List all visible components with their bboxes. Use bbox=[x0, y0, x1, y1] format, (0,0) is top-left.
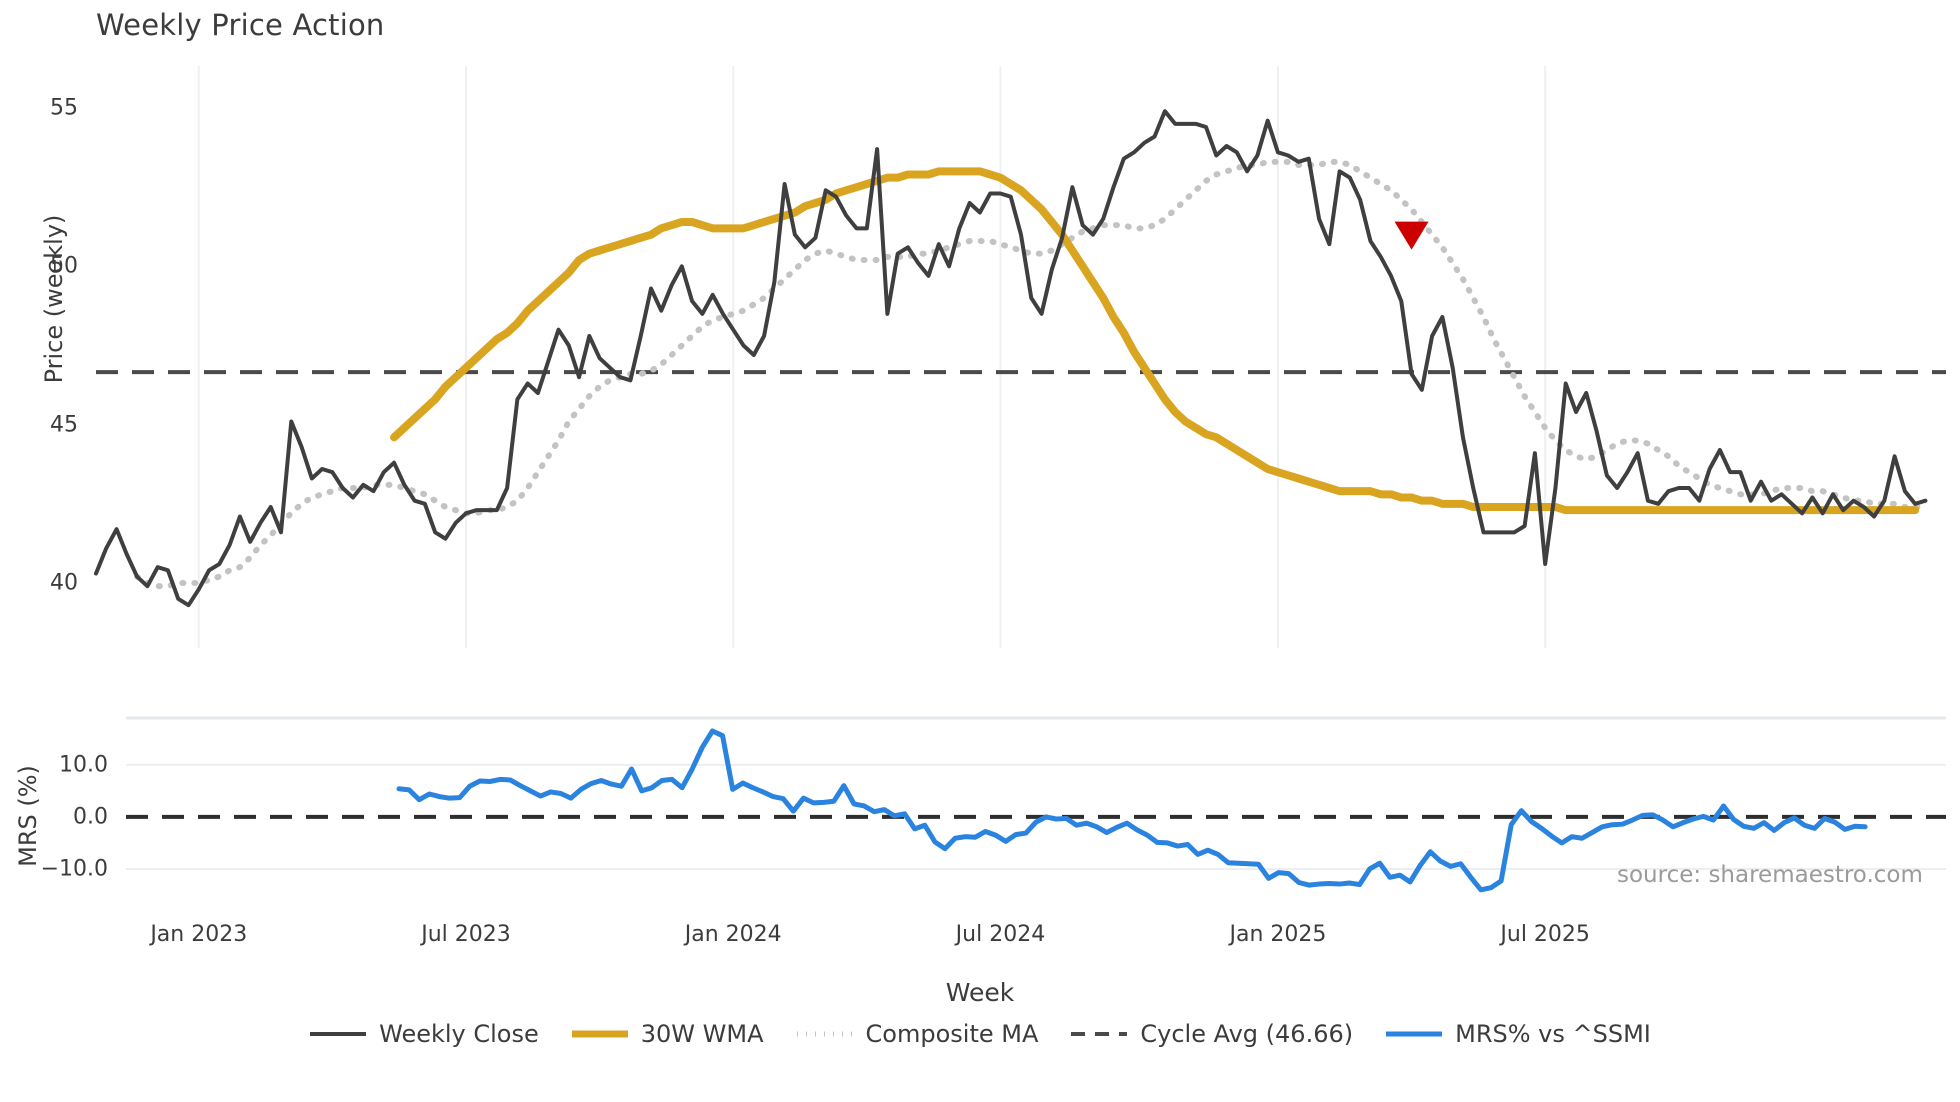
mrs-y-tick-1: 0.0 bbox=[73, 804, 108, 830]
series-mrs-pct bbox=[396, 728, 1868, 893]
legend-swatch-3 bbox=[1071, 1032, 1128, 1036]
legend-item-weekly-close[interactable]: Weekly Close bbox=[309, 1020, 539, 1048]
x-tick-3: Jul 2024 bbox=[955, 922, 1046, 947]
price-y-tick-2: 45 bbox=[50, 412, 78, 438]
series-weekly-close bbox=[94, 109, 1928, 608]
legend-swatch-4 bbox=[1386, 1031, 1443, 1037]
legend-item-composite-ma[interactable]: Composite MA bbox=[796, 1020, 1039, 1048]
x-axis-label: Week bbox=[945, 978, 1015, 1007]
legend-item-30w-wma[interactable]: 30W WMA bbox=[571, 1020, 764, 1048]
x-tick-5: Jul 2025 bbox=[1500, 922, 1590, 947]
x-tick-4: Jan 2025 bbox=[1229, 922, 1327, 947]
legend-item-cycle-avg-46-66[interactable]: Cycle Avg (46.66) bbox=[1070, 1020, 1353, 1048]
price-y-tick-3: 40 bbox=[50, 570, 78, 596]
page-title: Weekly Price Action bbox=[96, 8, 385, 42]
legend-item-mrs-vs-ssmi[interactable]: MRS% vs ^SSMI bbox=[1385, 1020, 1651, 1048]
source-annotation: source: sharemaestro.com bbox=[1617, 862, 1923, 888]
legend-swatch-1 bbox=[571, 1030, 628, 1038]
legend-swatch-0 bbox=[310, 1032, 367, 1036]
x-tick-1: Jul 2023 bbox=[421, 922, 511, 947]
legend-label: Cycle Avg (46.66) bbox=[1140, 1020, 1354, 1048]
legend-swatch-2 bbox=[796, 1031, 853, 1037]
chart-legend: Weekly Close 30W WMA Composite MA Cycle Avg… bbox=[0, 1020, 1960, 1048]
legend-label: 30W WMA bbox=[640, 1020, 764, 1048]
legend-label: MRS% vs ^SSMI bbox=[1455, 1020, 1651, 1048]
legend-label: Composite MA bbox=[865, 1020, 1039, 1048]
legend-label: Weekly Close bbox=[379, 1020, 539, 1048]
series-30w-wma bbox=[390, 167, 1920, 515]
x-tick-0: Jan 2023 bbox=[150, 922, 248, 947]
mrs-y-tick-2: −10.0 bbox=[40, 856, 108, 882]
x-tick-2: Jan 2024 bbox=[684, 922, 782, 947]
price-y-tick-1: 50 bbox=[50, 253, 78, 279]
sell-signal-marker bbox=[1394, 221, 1429, 250]
price-y-tick-0: 55 bbox=[50, 95, 78, 121]
series-composite-ma bbox=[134, 158, 1929, 590]
mrs-y-tick-0: 10.0 bbox=[59, 752, 108, 778]
